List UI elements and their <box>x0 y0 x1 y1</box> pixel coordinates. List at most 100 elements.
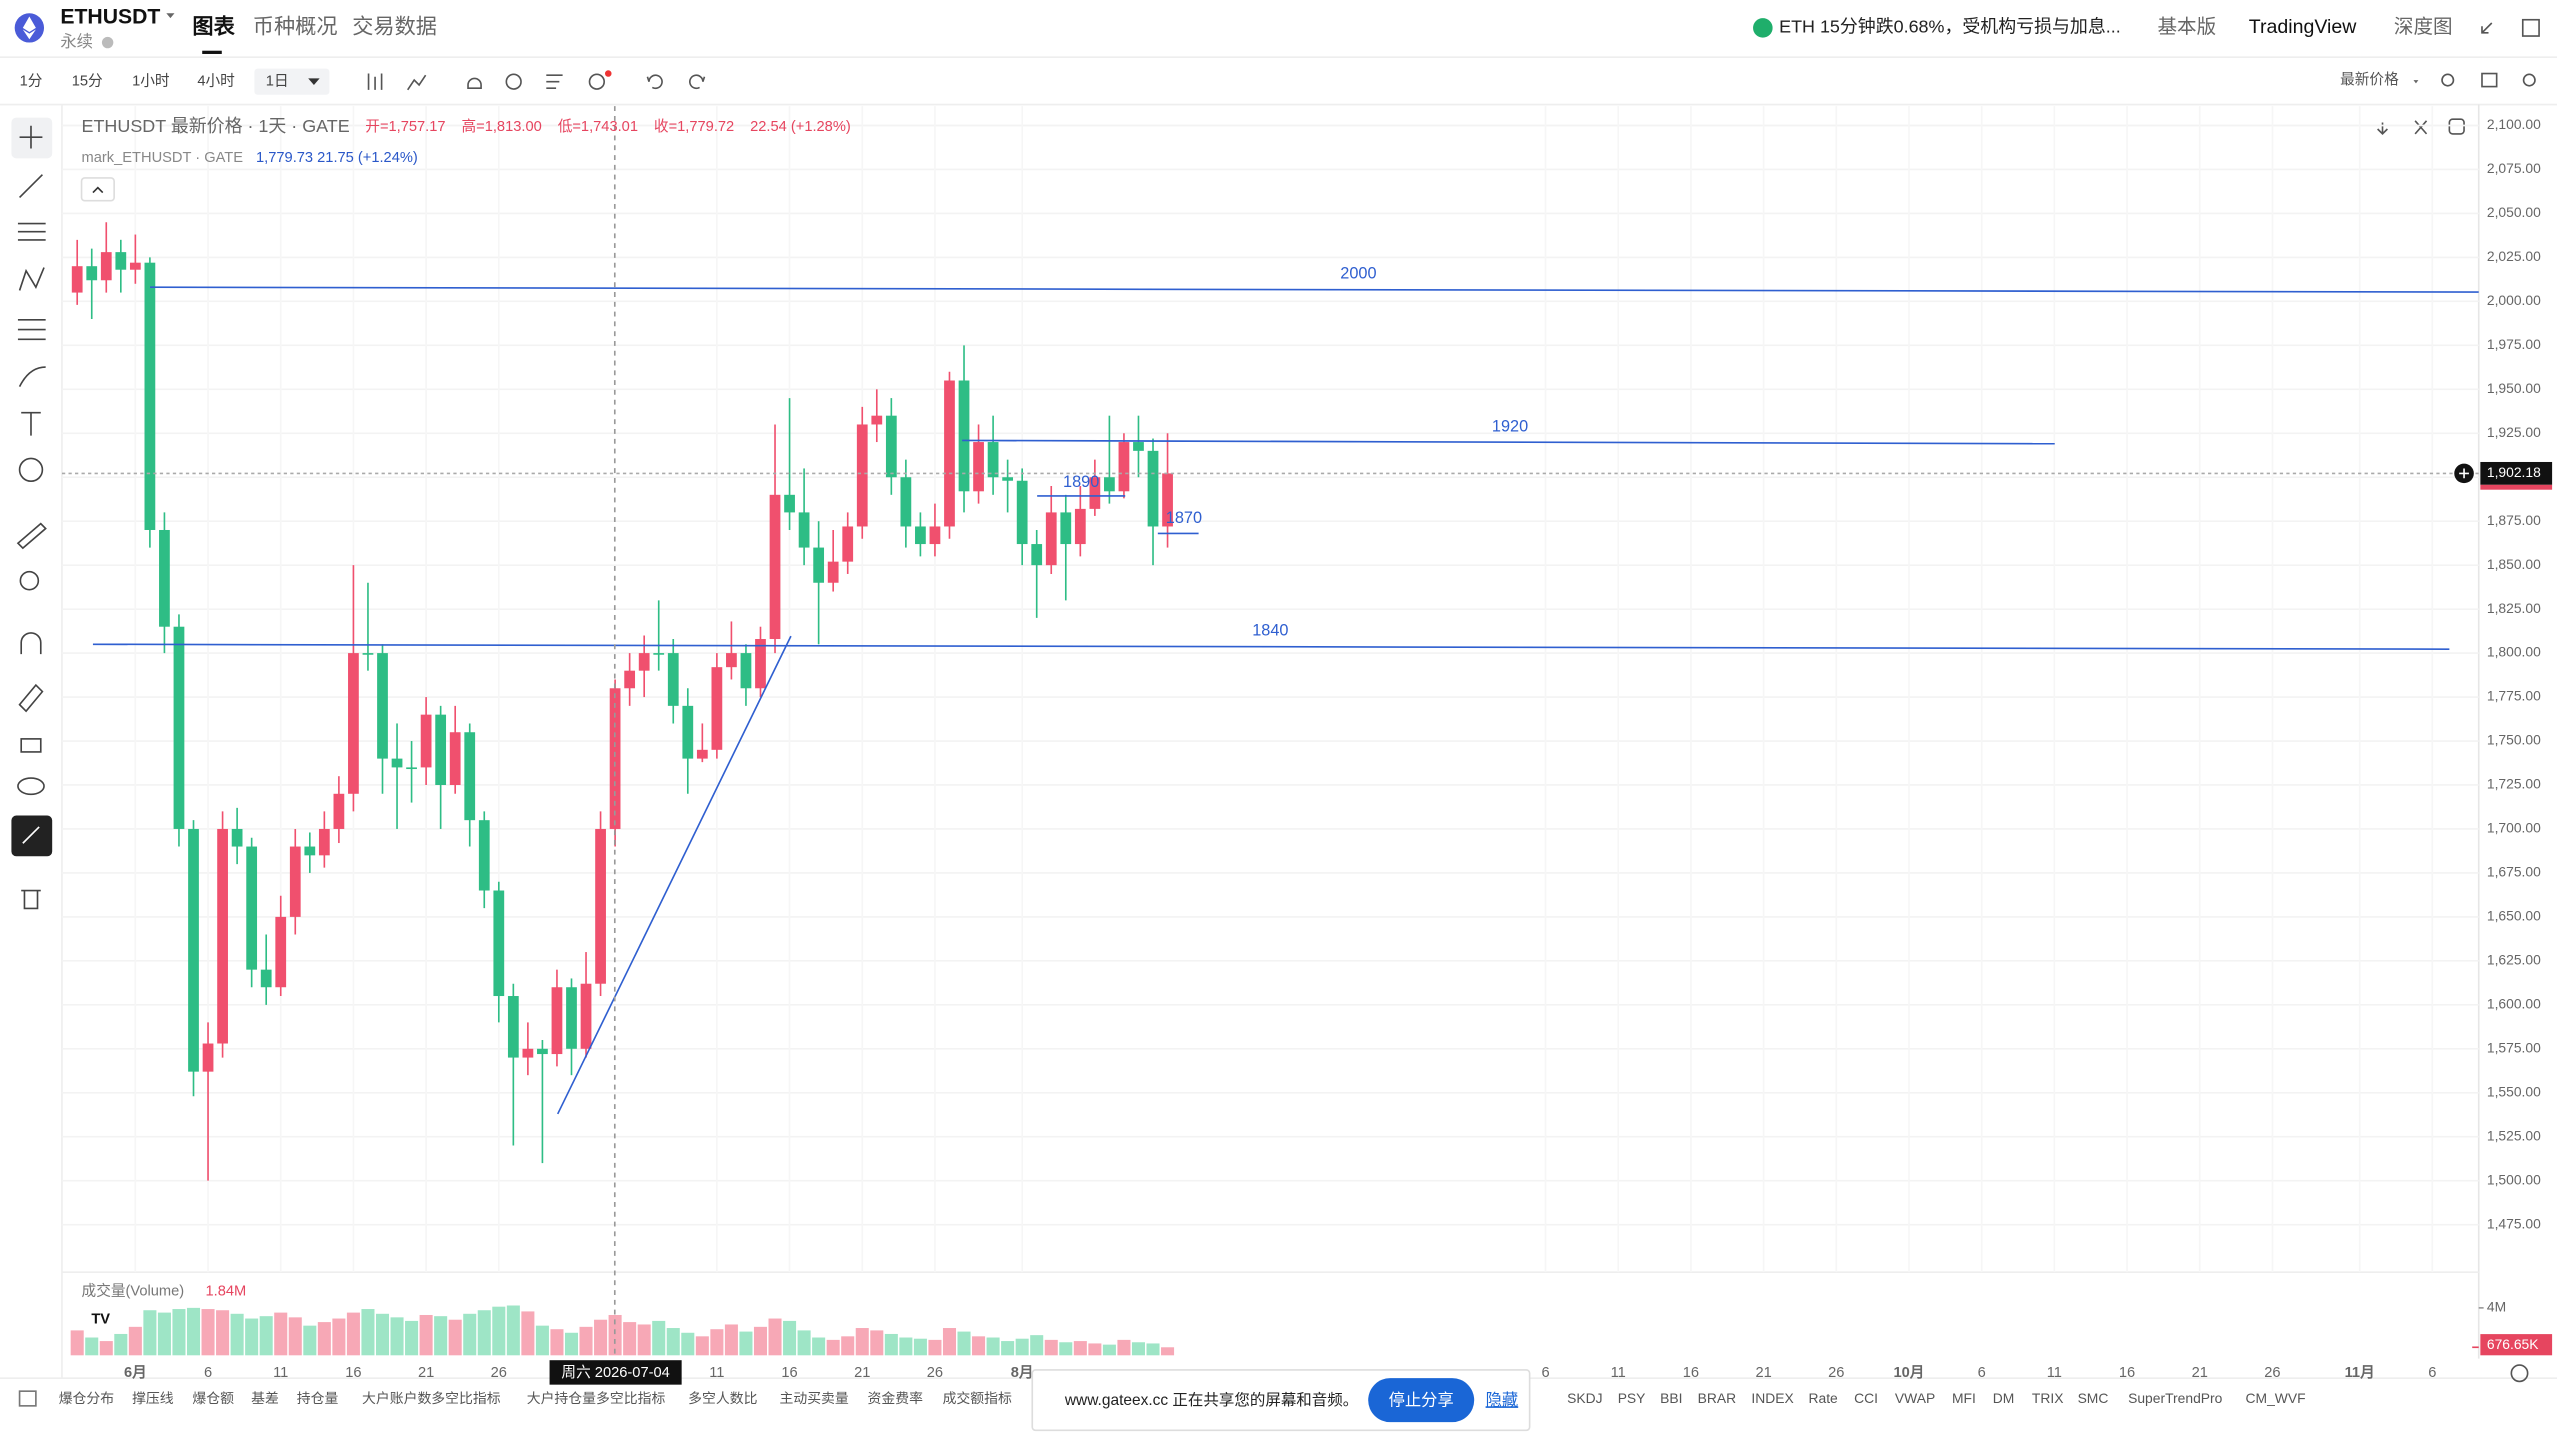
link-tool-selected[interactable] <box>11 815 53 857</box>
info-icon[interactable] <box>101 36 114 49</box>
indicator-tab[interactable]: TRIX <box>2032 1390 2064 1406</box>
indicator-tab[interactable]: 持仓量 <box>297 1390 339 1406</box>
collapse-legend[interactable] <box>80 177 115 202</box>
symbol[interactable]: ETHUSDT <box>60 6 160 29</box>
indicator-tab[interactable]: DM <box>1993 1390 2015 1406</box>
window-icon[interactable] <box>2521 18 2540 37</box>
drawn-level-label: 1840 <box>1252 622 1288 640</box>
calendar-icon[interactable] <box>18 1390 37 1407</box>
indicator-tab[interactable]: SKDJ <box>1567 1390 1602 1406</box>
y-tick-label: 2,025.00 <box>2487 248 2541 264</box>
x-tick-label: 11 <box>1611 1365 1626 1381</box>
crosshair-tool[interactable] <box>19 125 43 149</box>
replay-icon[interactable] <box>505 73 522 90</box>
crosshair-date: 周六 2026-07-04 <box>561 1364 669 1381</box>
indicator-tab[interactable]: SMC <box>2078 1390 2109 1406</box>
drawn-level <box>92 643 2450 651</box>
indicator-tab[interactable]: 基差 <box>251 1390 279 1406</box>
badge <box>605 70 612 77</box>
main-tab[interactable]: 币种概况 <box>253 14 338 38</box>
lock-tool[interactable] <box>20 738 42 753</box>
interval[interactable]: 15分 <box>72 73 103 90</box>
view-mode[interactable]: 基本版 <box>2157 16 2216 38</box>
indicator-tab[interactable]: BBI <box>1660 1390 1682 1406</box>
interval-dropdown[interactable] <box>308 78 320 85</box>
interval[interactable]: 1分 <box>20 73 43 90</box>
candle-body <box>915 526 926 545</box>
alert-icon[interactable] <box>467 77 482 90</box>
reset-icon[interactable] <box>2448 118 2465 135</box>
axis-settings[interactable] <box>2510 1364 2529 1383</box>
drawing-tools[interactable] <box>11 117 53 910</box>
interval[interactable]: 1日 <box>266 74 289 90</box>
interval[interactable]: 1小时 <box>132 73 170 90</box>
toolbar-icons[interactable] <box>367 18 2540 136</box>
lock-draw-tool[interactable] <box>18 683 44 713</box>
indicator-tab[interactable]: MFI <box>1952 1390 1976 1406</box>
search-icon[interactable] <box>2441 73 2455 87</box>
undo-icon[interactable] <box>646 74 663 90</box>
emoji-tool[interactable] <box>18 457 44 483</box>
add-icon[interactable] <box>588 73 606 90</box>
line-tool[interactable] <box>18 174 43 199</box>
price-type[interactable]: 最新价格 <box>2340 71 2399 88</box>
fullscreen-icon[interactable] <box>2481 22 2493 34</box>
interval-selected[interactable] <box>254 68 330 95</box>
redo-icon[interactable] <box>689 74 706 90</box>
text-tool[interactable] <box>21 411 41 436</box>
hide-tool[interactable] <box>17 777 45 796</box>
indicator-tab[interactable]: 撑压线 <box>132 1390 174 1406</box>
main-tab[interactable]: 交易数据 <box>352 14 437 38</box>
main-tab[interactable]: 图表 <box>192 14 235 38</box>
settings-icon[interactable] <box>2522 73 2536 87</box>
interval[interactable]: 4小时 <box>197 73 235 90</box>
indicator-tab[interactable]: 爆仓额 <box>192 1390 234 1406</box>
candle-body <box>449 732 461 785</box>
collapse-icon[interactable] <box>2414 120 2428 135</box>
view-mode[interactable]: TradingView <box>2249 16 2357 38</box>
indicator-tab[interactable]: 资金费率 <box>868 1390 924 1406</box>
delete-tool[interactable] <box>21 889 41 910</box>
indicator-tab[interactable]: VWAP <box>1895 1390 1935 1406</box>
indicator-tab[interactable]: 成交额指标 <box>943 1390 1012 1406</box>
y-tick-label: 1,700.00 <box>2487 820 2541 836</box>
contract-type: 永续 <box>60 33 93 51</box>
indicator-tab[interactable]: CM_WVF <box>2246 1390 2306 1406</box>
view-mode[interactable]: 深度图 <box>2394 16 2453 38</box>
ruler-tool[interactable] <box>16 522 47 550</box>
camera-icon[interactable] <box>2481 72 2498 88</box>
volume-bar <box>710 1329 724 1356</box>
indicator-tab[interactable]: BRAR <box>1698 1390 1737 1406</box>
volume-bar <box>405 1320 419 1356</box>
stop-share-button[interactable] <box>1368 1378 1475 1423</box>
stop-share-label[interactable]: 停止分享 <box>1389 1391 1454 1409</box>
magnet-tool[interactable] <box>20 632 42 655</box>
layout-icon[interactable] <box>546 74 563 90</box>
indicator-icon[interactable] <box>407 74 427 91</box>
indicator-tab[interactable]: 爆仓分布 <box>59 1390 115 1406</box>
indicator-tab[interactable]: 大户持仓量多空比指标 <box>527 1390 666 1406</box>
indicator-tab[interactable]: CCI <box>1854 1390 1878 1406</box>
indicator-tab[interactable]: PSY <box>1618 1390 1646 1406</box>
candle-type-icon[interactable] <box>367 73 383 90</box>
volume-bar <box>550 1329 564 1356</box>
channel-tool[interactable] <box>17 222 46 241</box>
pattern-tool[interactable] <box>18 267 45 291</box>
indicator-tab[interactable]: SuperTrendPro <box>2128 1390 2223 1406</box>
indicator-tab[interactable]: Rate <box>1808 1390 1838 1406</box>
scroll-icon[interactable] <box>2377 122 2388 136</box>
link-tool[interactable] <box>22 826 40 844</box>
hide-share[interactable]: 隐藏 <box>1486 1391 1519 1409</box>
indicator-tab[interactable]: INDEX <box>1751 1390 1793 1406</box>
indicator-tab[interactable]: 多空人数比 <box>688 1390 757 1406</box>
indicator-tab[interactable]: 大户账户数多空比指标 <box>362 1390 501 1406</box>
dropdown-arrow[interactable] <box>166 13 175 19</box>
indicator-tab[interactable]: 主动买卖量 <box>779 1390 848 1406</box>
fib-tool[interactable] <box>17 318 46 341</box>
news-ticker[interactable]: ETH 15分钟跌0.68%，受机构亏损与加息... <box>1779 17 2121 37</box>
zoom-tool[interactable] <box>19 570 40 591</box>
brush-tool[interactable] <box>18 366 46 388</box>
candle-body <box>1060 512 1072 545</box>
price-type-arrow[interactable] <box>2413 80 2419 84</box>
